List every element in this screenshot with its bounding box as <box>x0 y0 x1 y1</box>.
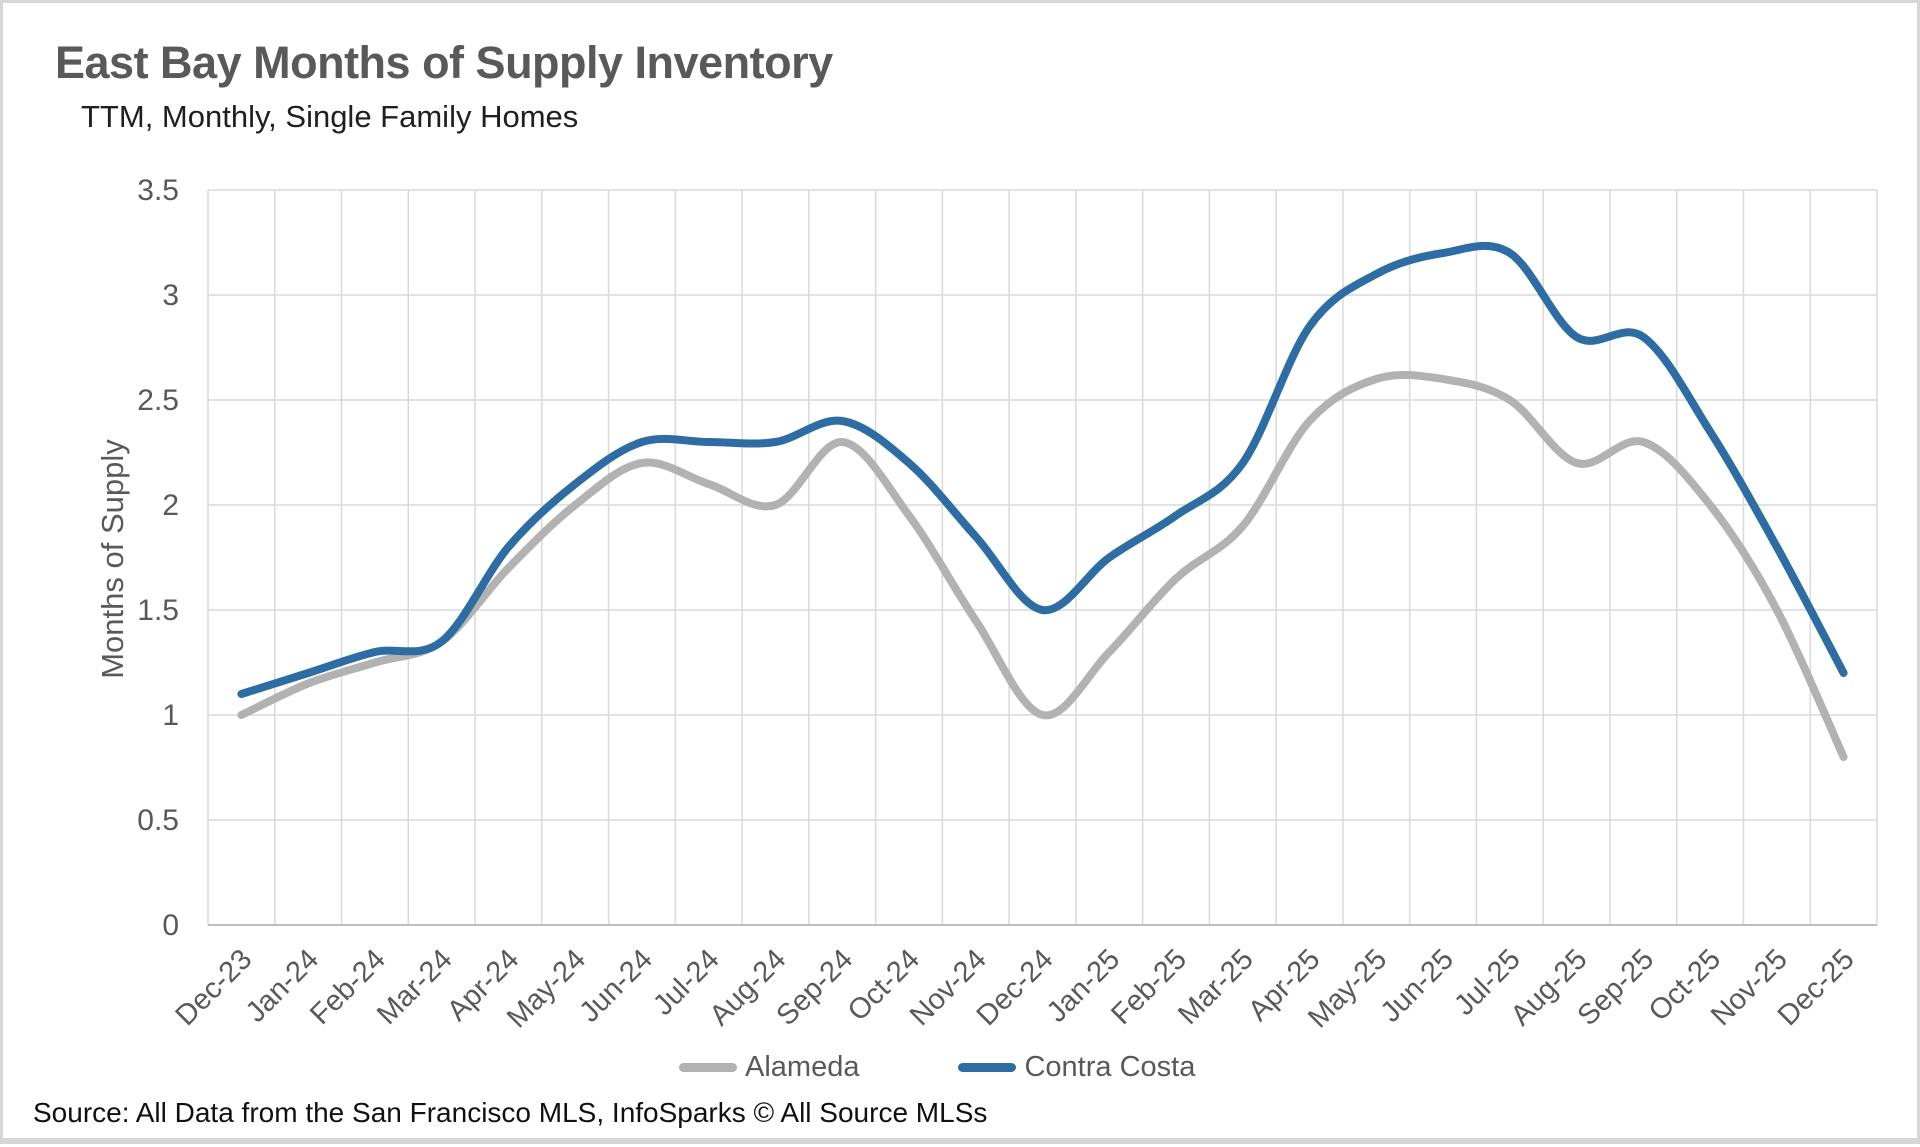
source-note: Source: All Data from the San Francisco … <box>33 1097 988 1128</box>
chart-legend: Alameda Contra Costa <box>679 1051 1195 1084</box>
x-tick-label: Dec-23 <box>170 943 259 1032</box>
x-tick-label: Feb-25 <box>1105 943 1193 1031</box>
page-title: East Bay Months of Supply Inventory <box>55 37 833 88</box>
x-tick-label: Jun-24 <box>574 943 659 1028</box>
x-tick-label: Mar-25 <box>1172 943 1260 1031</box>
y-tick-label: 3.5 <box>137 174 179 207</box>
y-tick-label: 0.5 <box>137 804 179 837</box>
x-tick-label: Sep-24 <box>770 943 859 1032</box>
x-tick-label: Feb-24 <box>304 943 392 1031</box>
page-subtitle: TTM, Monthly, Single Family Homes <box>81 99 579 134</box>
y-tick-label: 2.5 <box>137 384 179 417</box>
legend-item-contra-costa: Contra Costa <box>958 1051 1195 1084</box>
y-tick-label: 1 <box>162 699 179 732</box>
y-tick-label: 0 <box>162 909 179 942</box>
x-tick-label: Sep-25 <box>1572 943 1661 1032</box>
line-chart: 00.511.522.533.5Dec-23Jan-24Feb-24Mar-24… <box>137 174 1878 1034</box>
y-tick-label: 2 <box>162 489 179 522</box>
y-tick-label: 3 <box>162 279 179 312</box>
y-tick-label: 1.5 <box>137 594 179 627</box>
legend-item-alameda: Alameda <box>679 1051 859 1084</box>
x-tick-label: Mar-24 <box>371 943 459 1031</box>
alameda-line-swatch <box>679 1063 737 1072</box>
series-line-contra-costa <box>237 242 1848 698</box>
legend-label-contra-costa: Contra Costa <box>1024 1051 1196 1083</box>
legend-label-alameda: Alameda <box>745 1051 860 1083</box>
contra-costa-line-swatch <box>958 1063 1017 1072</box>
x-tick-label: Dec-25 <box>1772 943 1861 1032</box>
x-tick-label: Jun-25 <box>1375 943 1460 1028</box>
series-line-alameda <box>237 370 1848 761</box>
x-tick-label: Dec-24 <box>971 943 1060 1032</box>
